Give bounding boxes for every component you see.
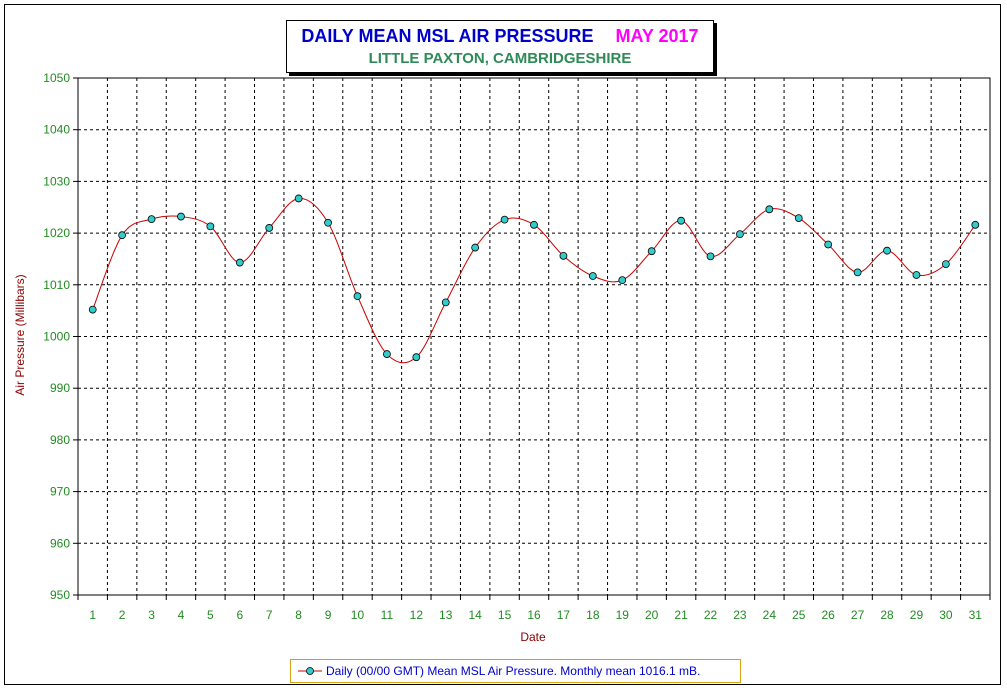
data-point [147,215,156,224]
x-tick-label: 20 [645,608,659,622]
data-point [559,251,568,260]
x-axis-label: Date [520,630,546,644]
data-point [235,258,244,267]
data-point [118,231,127,240]
data-point [794,214,803,223]
data-point [177,212,185,221]
data-point [853,268,862,277]
chart-title-main: DAILY MEAN MSL AIR PRESSURE [301,26,594,46]
x-tick-label: 6 [236,608,243,622]
data-point [412,353,421,362]
x-tick-label: 4 [178,608,185,622]
grid [78,78,990,595]
x-tick-label: 9 [325,608,332,622]
data-point [941,260,950,269]
data-point [324,218,332,227]
y-tick-label: 1000 [43,330,70,344]
data-point [265,224,274,232]
x-tick-label: 30 [939,608,953,622]
y-tick-label: 1010 [43,278,70,292]
y-axis-label: Air Pressure (Millibars) [13,274,27,395]
x-tick-label: 24 [763,608,777,622]
data-point [736,230,744,239]
legend: Daily (00/00 GMT) Mean MSL Air Pressure.… [290,659,741,683]
y-tick-label: 1030 [43,174,70,188]
data-point [500,215,509,224]
y-tick-label: 1040 [43,123,70,137]
data-point [294,194,303,203]
x-tick-label: 29 [910,608,924,622]
data-point [441,298,450,307]
x-tick-label: 19 [616,608,630,622]
x-tick-label: 22 [704,608,718,622]
x-tick-label: 11 [381,608,394,622]
chart-title-box: DAILY MEAN MSL AIR PRESSURE MAY 2017 LITT… [286,20,714,73]
data-point [883,246,891,255]
data-point [824,240,833,249]
x-tick-label: 21 [674,608,688,622]
data-point [471,243,480,252]
data-point [677,216,685,225]
x-tick-label: 26 [822,608,836,622]
x-tick-label: 16 [527,608,541,622]
data-point [765,205,774,214]
data-point [353,292,362,301]
y-tick-label: 990 [50,381,70,395]
chart-subtitle: LITTLE PAXTON, CAMBRIDGESHIRE [368,50,632,67]
legend-entry: Daily (00/00 GMT) Mean MSL Air Pressure.… [326,664,701,678]
x-tick-label: 2 [119,608,126,622]
series-markers [88,194,980,362]
x-tick-label: 18 [586,608,600,622]
x-tick-label: 3 [148,608,155,622]
y-tick-label: 1020 [43,226,70,240]
data-point [618,276,627,285]
chart-frame [4,4,1001,685]
x-tick-label: 15 [498,608,512,622]
data-point [912,271,921,279]
y-tick-label: 970 [50,485,70,499]
data-point [206,222,215,231]
y-tick-label: 950 [50,588,70,602]
data-point [647,247,656,256]
x-tick-label: 8 [295,608,302,622]
x-tick-label: 7 [266,608,273,622]
x-tick-label: 12 [410,608,424,622]
data-point [971,220,980,229]
x-tick-label: 13 [439,608,453,622]
x-tick-label: 1 [89,608,96,622]
y-tick-label: 960 [50,536,70,550]
x-tick-label: 17 [557,608,571,622]
x-tick-label: 23 [733,608,747,622]
x-tick-label: 10 [351,608,365,622]
y-tick-label: 1050 [43,71,70,85]
data-point [530,220,538,229]
x-tick-label: 25 [792,608,806,622]
data-point [588,272,597,280]
x-tick-label: 28 [880,608,894,622]
data-point [383,350,391,358]
x-tick-label: 31 [969,608,983,622]
x-tick-label: 27 [851,608,865,622]
legend-swatch [298,667,322,675]
data-point [706,252,715,261]
chart-title: DAILY MEAN MSL AIR PRESSURE MAY 2017 [287,26,713,47]
data-point [88,305,97,314]
x-tick-label: 5 [207,608,214,622]
y-tick-label: 980 [50,433,70,447]
axes: 9509609709809901000101010201030104010501… [43,71,991,622]
chart-title-month: MAY 2017 [615,26,699,46]
x-tick-label: 14 [468,608,482,622]
